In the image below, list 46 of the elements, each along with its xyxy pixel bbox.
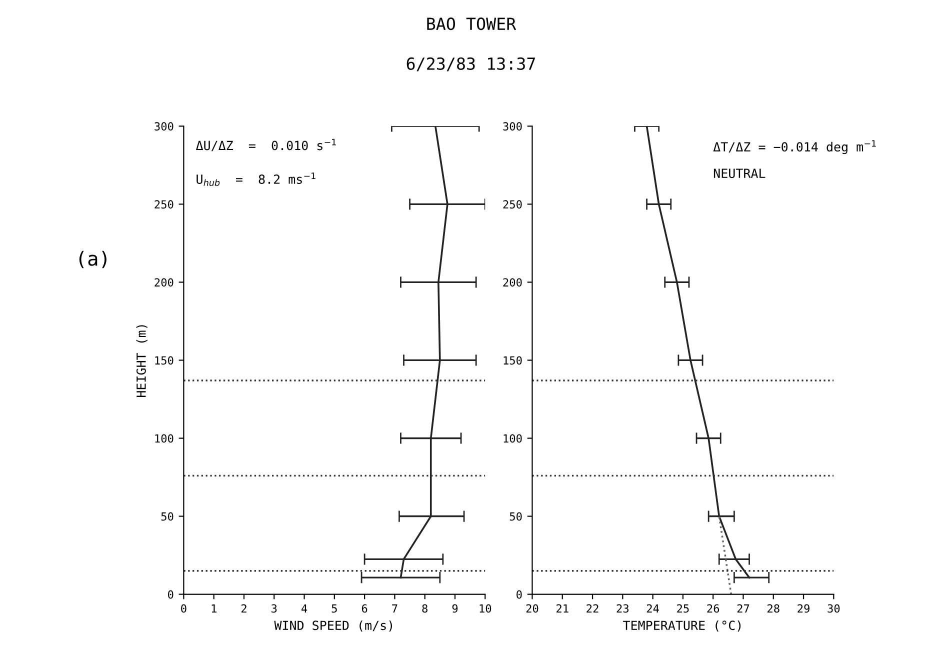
x-tick-label: 21: [556, 604, 568, 613]
x-tick-label: 4: [301, 604, 308, 613]
x-tick-label: 30: [828, 604, 840, 613]
x-tick-label: 22: [586, 604, 598, 613]
x-axis-title: TEMPERATURE (°C): [623, 620, 741, 632]
y-tick-label: 200: [503, 278, 522, 287]
text: (a): [79, 250, 106, 268]
y-tick-label: 250: [503, 200, 522, 209]
y-axis-title: HEIGHT (m): [136, 325, 148, 398]
x-tick-label: 23: [616, 604, 629, 613]
y-tick-label: 0: [168, 590, 174, 599]
y-tick-label: 50: [510, 512, 522, 521]
y-tick-label: 300: [154, 122, 174, 131]
y-tick-label: 150: [155, 356, 174, 365]
annotation: ΔU/ΔZ = 0.010 s$^{−1}$: [196, 138, 336, 152]
x-tick-label: 27: [737, 604, 750, 613]
y-tick-label: 300: [503, 122, 522, 131]
x-tick-label: 8: [422, 604, 428, 613]
x-tick-label: 9: [452, 604, 458, 613]
x-tick-label: 1: [212, 604, 216, 613]
y-tick-label: 250: [154, 200, 174, 209]
x-tick-label: 24: [646, 604, 659, 613]
y-tick-label: 200: [154, 278, 174, 287]
chart-title: BAO TOWER: [427, 18, 516, 30]
x-axis-title: WIND SPEED (m/s): [274, 620, 392, 632]
y-tick-label: 100: [155, 434, 174, 443]
y-tick-label: 100: [504, 434, 522, 443]
y-tick-label: 50: [161, 512, 174, 521]
y-tick-label: 150: [504, 356, 522, 365]
x-tick-label: 10: [480, 604, 492, 613]
x-tick-label: 26: [707, 604, 720, 613]
chart-subtitle: 6/23/83 13:37: [406, 57, 535, 72]
text: U$_{hub}$ = 8.2 ms$^{−1}$: [196, 172, 316, 186]
x-tick-label: 29: [798, 604, 810, 613]
y-tick-label: 0: [516, 590, 522, 599]
annotation: ΔT/ΔZ = −0.014 deg m$^{−1}$: [713, 140, 876, 154]
x-tick-label: 25: [677, 604, 689, 613]
x-tick-label: 28: [768, 604, 780, 613]
annotation: NEUTRAL: [714, 168, 766, 178]
x-tick-label: 5: [332, 604, 337, 613]
x-tick-label: 3: [272, 604, 277, 613]
x-tick-label: 20: [526, 604, 538, 613]
x-tick-label: 6: [362, 604, 368, 613]
x-tick-label: 7: [392, 604, 398, 613]
x-tick-label: 2: [241, 604, 246, 613]
x-tick-label: 0: [181, 604, 186, 613]
